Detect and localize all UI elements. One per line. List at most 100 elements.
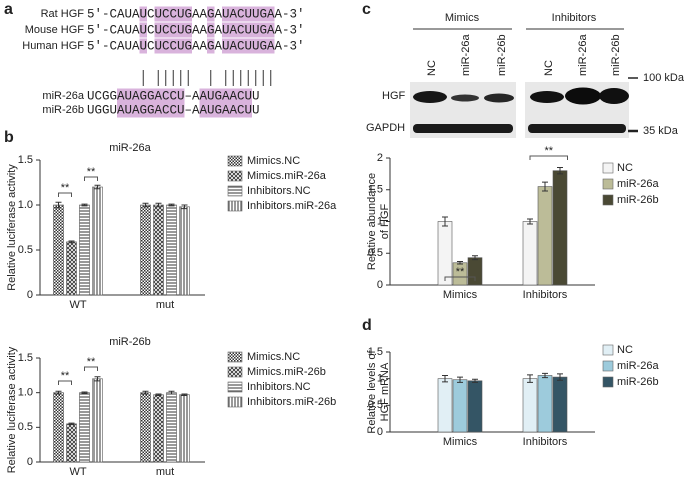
- x-tick-label: mut: [156, 299, 174, 311]
- y-tick-label: 0: [377, 279, 383, 291]
- annotation: **: [61, 182, 70, 194]
- error-bar: [527, 218, 533, 225]
- legend-swatch: [227, 200, 243, 212]
- bar: [452, 379, 468, 433]
- y-tick-label: 2: [377, 152, 383, 164]
- bar: [79, 204, 90, 296]
- highlight: [199, 88, 252, 104]
- row-label: miR-26b: [42, 104, 84, 116]
- legend-swatch: [227, 351, 243, 363]
- blot-group: Mimics: [445, 12, 480, 24]
- error-bar: [142, 390, 149, 395]
- error-bar: [168, 203, 175, 207]
- legend-label: Mimics.miR-26a: [247, 170, 327, 182]
- x-tick-label: WT: [69, 299, 86, 311]
- x-tick-label: Inhibitors: [523, 289, 568, 301]
- legend-label: miR-26b: [617, 376, 659, 388]
- significance-bracket: [444, 276, 476, 281]
- y-tick-label: 1: [377, 215, 383, 227]
- bar: [467, 380, 483, 433]
- highlight: [222, 38, 275, 54]
- sequence: 5'-CAUAUCUCCUGAAGAUACUUGAA-3': [87, 7, 305, 21]
- bar: [153, 394, 164, 463]
- highlight: [139, 6, 147, 22]
- legend-swatch: [227, 396, 243, 408]
- error-bar: [155, 393, 162, 396]
- chart-title: miR-26b: [109, 336, 151, 348]
- bar: [66, 423, 77, 463]
- highlight: [207, 6, 215, 22]
- bar: [66, 241, 77, 296]
- bar: [522, 221, 538, 286]
- y-tick-label: 0: [377, 426, 383, 438]
- y-axis-label: of HGF: [379, 203, 391, 239]
- lane-label: miR-26a: [577, 34, 589, 76]
- annotation: **: [87, 166, 96, 178]
- lane-label: miR-26b: [496, 34, 508, 76]
- row-label: Human HGF: [22, 40, 84, 52]
- error-bar: [557, 373, 563, 381]
- bar: [437, 221, 453, 286]
- y-tick-label: 1.5: [18, 352, 33, 364]
- bar: [179, 206, 190, 296]
- y-axis-label: Relative abundance: [366, 173, 378, 270]
- error-bar: [472, 378, 478, 383]
- x-tick-label: Mimics: [443, 436, 478, 448]
- legend-label: Inhibitors.NC: [247, 381, 311, 393]
- legend-label: Inhibitors.miR-26b: [247, 396, 336, 408]
- y-tick-label: 1.5: [368, 184, 383, 196]
- highlight: [139, 22, 147, 38]
- error-bar: [527, 374, 533, 383]
- bar: [79, 392, 90, 463]
- sequence: 5'-CAUAUCUCCUGAAGAUACUUGAA-3': [87, 23, 305, 37]
- sequence: 5'-CAUAUCUCCUGAAGAUACUUGAA-3': [87, 39, 305, 53]
- bar: [552, 170, 568, 286]
- y-tick-label: 0.5: [368, 399, 383, 411]
- lane-label: miR-26a: [460, 34, 472, 76]
- x-tick-label: mut: [156, 466, 174, 478]
- highlight: [222, 22, 275, 38]
- annotation: **: [456, 266, 465, 278]
- error-bar: [181, 393, 188, 396]
- legend-swatch: [602, 376, 614, 388]
- highlight: [222, 6, 275, 22]
- significance-bracket: [84, 366, 98, 371]
- protein-label: GAPDH: [366, 122, 405, 134]
- bar: [53, 204, 64, 296]
- row-label: Mouse HGF: [25, 24, 85, 36]
- y-tick-label: 0.5: [368, 247, 383, 259]
- highlight: [117, 88, 185, 104]
- bar: [552, 376, 568, 433]
- y-axis-label: Relative luciferase activity: [6, 346, 18, 473]
- significance-bracket: [84, 176, 98, 181]
- bar: [437, 378, 453, 433]
- y-axis-label: HGF mRNA: [379, 362, 391, 421]
- legend-label: miR-26a: [617, 360, 659, 372]
- error-bar: [557, 167, 563, 175]
- legend-swatch: [227, 170, 243, 182]
- y-axis-label: Relative luciferase activity: [6, 164, 18, 291]
- x-tick-label: WT: [69, 466, 86, 478]
- error-bar: [181, 204, 188, 210]
- legend-swatch: [602, 194, 614, 206]
- bar: [537, 375, 553, 433]
- error-bar: [68, 240, 75, 244]
- bar: [537, 186, 553, 286]
- panel-label: c: [362, 1, 371, 18]
- highlight: [154, 22, 192, 38]
- highlight: [154, 38, 192, 54]
- legend-label: Mimics.miR-26b: [247, 366, 326, 378]
- error-bar: [542, 181, 548, 192]
- legend-swatch: [602, 162, 614, 174]
- legend-label: Inhibitors.NC: [247, 185, 311, 197]
- row-label: miR-26a: [42, 90, 84, 102]
- error-bar: [442, 374, 448, 383]
- alignment: Rat HGF 5'-CAUAUCUCCUGAAGAUACUUGAA-3'Mous…: [22, 6, 305, 118]
- y-tick-label: 0: [27, 289, 33, 301]
- marker-label: 100 kDa: [643, 72, 685, 84]
- legend-label: Inhibitors.miR-26a: [247, 200, 337, 212]
- bar: [522, 378, 538, 433]
- legend-swatch: [227, 366, 243, 378]
- bar: [166, 204, 177, 296]
